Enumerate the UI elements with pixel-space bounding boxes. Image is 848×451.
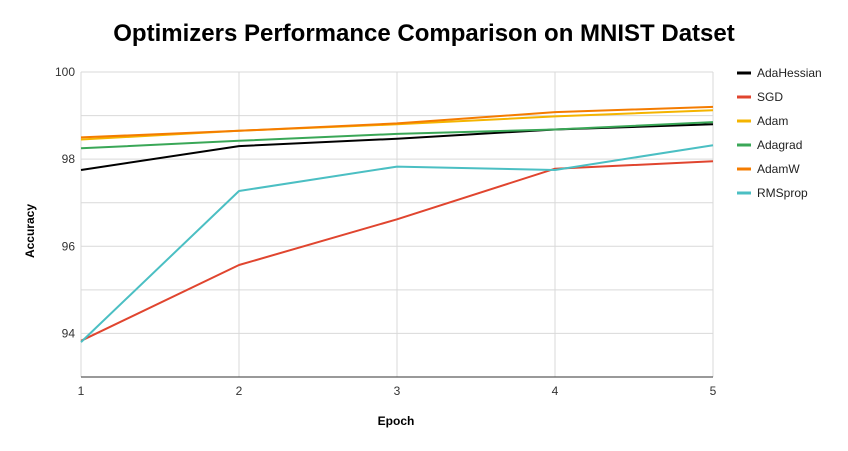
y-tick-label: 100 [55, 65, 75, 79]
gridlines [80, 71, 714, 378]
x-tick-label: 5 [710, 384, 717, 398]
x-axis-title: Epoch [378, 414, 415, 428]
x-tick-label: 4 [552, 384, 559, 398]
legend: AdaHessian SGD Adam Adagrad AdamW RMSprop [737, 66, 822, 200]
series-line-adagrad [80, 121, 714, 150]
legend-label: Adagrad [757, 138, 802, 152]
x-tick-label: 2 [236, 384, 243, 398]
y-tick-label: 96 [62, 239, 76, 253]
series-line-adamw [80, 105, 714, 139]
series-lines [80, 105, 714, 343]
series-line-sgd [80, 160, 714, 342]
series-line-rmsprop [80, 144, 714, 343]
legend-label: AdaHessian [757, 66, 822, 80]
x-tick-label: 1 [78, 384, 85, 398]
chart-title: Optimizers Performance Comparison on MNI… [113, 20, 735, 47]
x-tick-label: 3 [394, 384, 401, 398]
y-axis-title: Accuracy [23, 204, 37, 258]
y-tick-label: 98 [62, 152, 76, 166]
legend-label: RMSprop [757, 186, 808, 200]
legend-label: SGD [757, 90, 783, 104]
tick-labels: 94 96 98 100 1 2 3 4 5 [55, 65, 717, 398]
legend-label: AdamW [757, 162, 800, 176]
y-tick-label: 94 [62, 326, 76, 340]
legend-label: Adam [757, 114, 788, 128]
